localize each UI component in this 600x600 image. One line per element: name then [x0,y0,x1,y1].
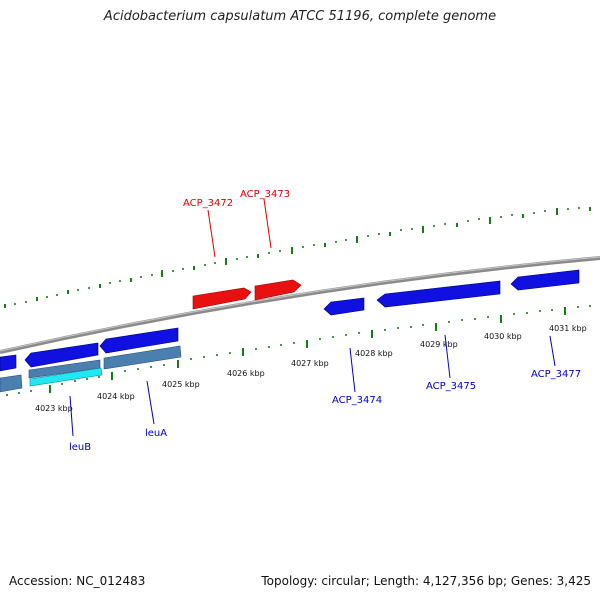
callout-line [146,380,155,425]
tick-label: 4028 kbp [355,349,393,358]
tick-label: 4025 kbp [162,380,200,389]
backbone [0,256,600,354]
callout-line [207,209,216,258]
outer-scale-dots [14,207,580,305]
gene-leub-upper[interactable] [24,342,99,368]
forward-genes [192,279,302,310]
tick-label: 4027 kbp [291,359,329,368]
gene-label-acp-3477[interactable]: ACP_3477 [531,369,581,380]
rna-genes [0,345,182,393]
map-title: Acidobacterium capsulatum ATCC 51196, co… [103,9,497,24]
gene-label-acp-3475[interactable]: ACP_3475 [426,381,476,392]
tick-label: 4026 kbp [227,369,265,378]
forward-gene-labels: ACP_3472 ACP_3473 [183,189,290,258]
gene-acp-3472[interactable] [192,287,252,310]
reverse-genes [0,269,580,372]
gene-left-rna[interactable] [0,374,23,393]
tick-label: 4023 kbp [35,404,73,413]
inner-scale-dots [6,305,591,396]
inner-scale [49,307,566,393]
tick-label: 4029 kbp [420,340,458,349]
gene-acp-3473[interactable] [254,279,302,301]
callout-line [444,334,451,379]
gene-acp-3477[interactable] [510,269,580,291]
gene-acp-3475[interactable] [376,280,501,308]
gene-left-edge[interactable] [0,354,17,372]
scale-labels: 4023 kbp 4024 kbp 4025 kbp 4026 kbp 4027… [35,324,587,413]
gene-label-acp-3473[interactable]: ACP_3473 [240,189,290,200]
reverse-gene-labels: leuB leuA ACP_3474 ACP_3475 ACP_3477 [69,334,581,453]
tick-label: 4024 kbp [97,392,135,401]
gene-leuA[interactable] [99,327,179,354]
callout-line [69,395,74,437]
gene-leuA-rna[interactable] [103,345,182,370]
gene-label-acp-3472[interactable]: ACP_3472 [183,198,233,209]
gene-label-leua[interactable]: leuA [145,428,167,439]
callout-line [263,198,272,249]
outer-scale [4,207,591,308]
accession-text: Accession: NC_012483 [9,574,146,588]
tick-label: 4030 kbp [484,332,522,341]
gene-leuB-highlight[interactable] [29,367,103,387]
gene-label-acp-3474[interactable]: ACP_3474 [332,395,382,406]
callout-line [349,347,356,393]
gene-acp-3474[interactable] [323,297,365,316]
gene-label-leub[interactable]: leuB [69,442,91,453]
tick-label: 4031 kbp [549,324,587,333]
callout-line [549,335,556,367]
genome-summary-text: Topology: circular; Length: 4,127,356 bp… [261,574,591,588]
